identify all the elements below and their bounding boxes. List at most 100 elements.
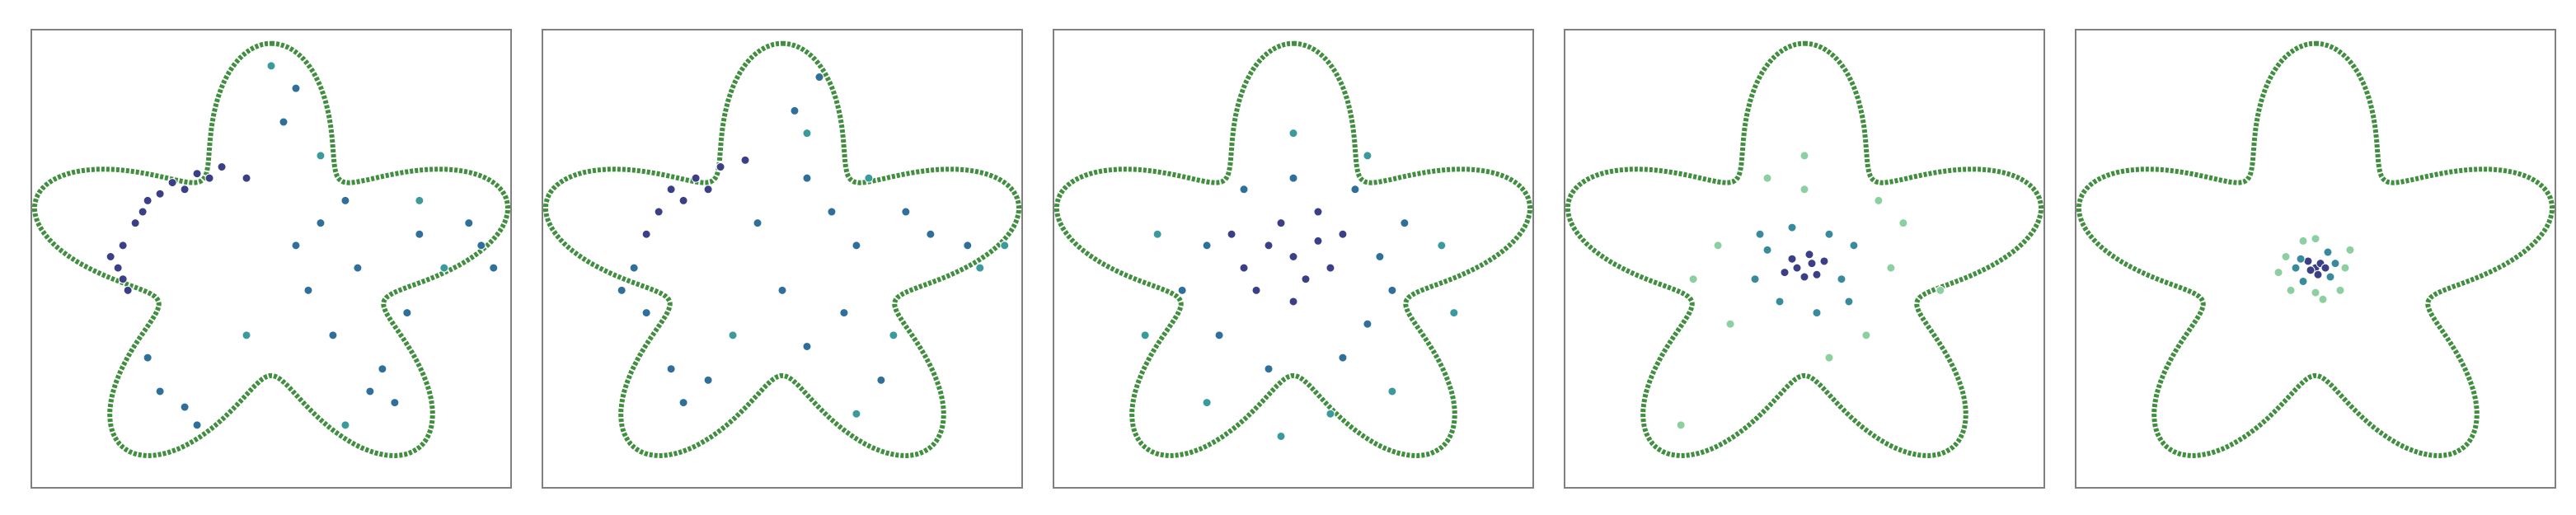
point [1387,386,1397,396]
point [279,117,289,127]
point [266,61,276,71]
point [1276,218,1286,228]
point [1799,151,1809,161]
point [617,285,626,295]
point [415,229,425,239]
point [728,330,738,340]
point [2298,236,2308,246]
point [641,308,651,318]
point [106,251,115,261]
point [2320,263,2330,273]
point [1363,151,1372,161]
point [814,73,824,82]
point [291,241,301,250]
panel [1564,29,2045,489]
point [1787,254,1797,264]
point [889,330,899,340]
point [802,341,812,351]
point [1338,229,1348,239]
point [2291,263,2301,273]
point [2345,245,2355,255]
point [1804,250,1814,260]
star-outline [2076,40,2555,458]
point [1140,330,1150,340]
point [291,83,301,93]
point [118,241,128,250]
panel [1053,29,1534,489]
point [1276,431,1286,441]
point [138,207,148,217]
point [1874,195,1884,205]
point [1725,319,1735,329]
point [1844,297,1854,307]
point [975,263,985,273]
point [790,105,800,115]
star-outline [543,40,1021,458]
point [1264,364,1274,374]
point [1898,218,1908,228]
point [1239,263,1249,273]
star-outline [32,40,510,458]
panel [2075,29,2556,489]
point [716,162,725,172]
point [1812,269,1822,279]
point [2323,247,2333,257]
point [802,173,812,183]
point [777,285,787,295]
point [2273,268,2283,278]
point [1449,308,1459,318]
point [1837,274,1846,284]
point [439,263,449,273]
panel-frame [1564,29,2045,489]
point [1152,229,1162,239]
point [1755,229,1765,239]
point [1799,272,1809,282]
point [118,274,128,284]
point [2281,251,2291,261]
point [1251,285,1261,295]
point [827,207,837,217]
point [365,386,375,396]
point [926,229,936,239]
point [180,185,190,194]
point [1350,185,1360,194]
point [1000,241,1010,250]
point [963,241,973,250]
point [1288,251,1298,261]
point [476,241,486,250]
point [2286,285,2296,295]
point [204,173,214,183]
point [1313,236,1323,246]
point [2313,269,2323,279]
point [2303,256,2313,266]
point [2298,276,2308,286]
point [1936,285,1945,295]
star-outline [1565,40,2043,458]
point [415,195,425,205]
point [629,263,639,273]
point [1780,268,1790,278]
point [1288,297,1298,307]
point [390,398,400,408]
star-outline [1054,40,1532,458]
panel-frame [542,29,1023,489]
point [876,375,886,385]
point [1762,245,1772,255]
point [1288,129,1298,138]
point [340,195,350,205]
point [328,330,338,340]
point [217,162,227,172]
point [1787,222,1797,232]
point [402,308,412,318]
point [2311,234,2320,244]
point [678,398,688,408]
point [678,195,688,205]
point [242,330,251,340]
point [1363,319,1372,329]
point [340,420,350,430]
point [1288,173,1298,183]
point [167,178,177,188]
point [489,263,499,273]
point [654,207,664,217]
point [1750,274,1760,284]
